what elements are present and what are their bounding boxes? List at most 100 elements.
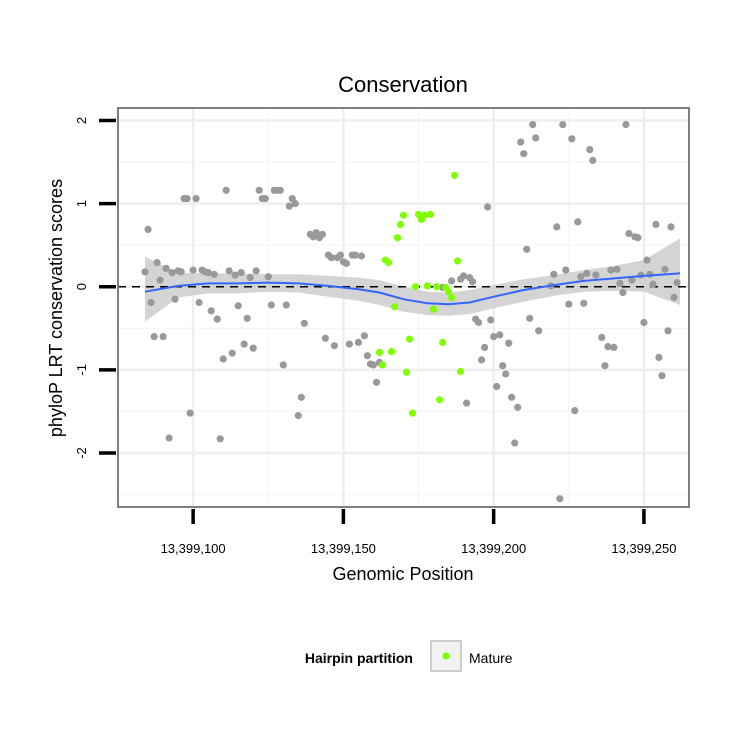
x-axis-title: Genomic Position xyxy=(332,564,473,584)
other-point xyxy=(216,435,224,443)
other-point xyxy=(354,338,362,346)
mature-point xyxy=(433,283,441,291)
other-point xyxy=(141,268,149,276)
y-tick-label: 2 xyxy=(74,117,89,124)
other-point xyxy=(583,269,591,277)
other-point xyxy=(285,202,293,210)
other-point xyxy=(159,333,167,341)
other-point xyxy=(372,378,381,386)
other-point xyxy=(219,355,227,363)
other-point xyxy=(640,318,648,327)
other-point xyxy=(484,203,492,211)
other-point xyxy=(297,393,305,401)
mature-point xyxy=(411,283,420,291)
other-point xyxy=(649,280,657,288)
other-point xyxy=(661,265,669,273)
other-point xyxy=(189,266,197,274)
other-point xyxy=(294,412,302,420)
other-point xyxy=(231,271,239,279)
mature-point xyxy=(399,211,408,219)
y-tick-label: -2 xyxy=(74,447,89,459)
legend-key-mature xyxy=(442,652,450,660)
other-point xyxy=(150,333,158,341)
other-point xyxy=(246,274,254,282)
other-point xyxy=(616,279,624,287)
other-point xyxy=(520,150,528,158)
other-point xyxy=(360,332,368,340)
mature-point xyxy=(375,348,384,356)
other-point xyxy=(222,186,230,194)
x-tick-label: 13,399,250 xyxy=(611,541,676,556)
other-point xyxy=(162,264,170,272)
mature-point xyxy=(384,259,393,267)
y-axis: -2 -1 0 1 2 xyxy=(74,117,116,459)
other-point xyxy=(535,327,543,335)
y-tick-label: 0 xyxy=(74,283,89,290)
other-point xyxy=(487,316,495,324)
other-point xyxy=(514,403,522,411)
other-point xyxy=(291,200,299,208)
other-point xyxy=(562,266,570,274)
mature-point xyxy=(454,257,462,265)
mature-point xyxy=(426,210,435,218)
other-point xyxy=(171,295,179,303)
other-point xyxy=(276,186,284,194)
legend-title: Hairpin partition xyxy=(305,650,413,666)
other-point xyxy=(496,331,504,339)
other-point xyxy=(475,318,483,327)
other-point xyxy=(565,300,573,308)
other-point xyxy=(156,276,164,284)
mature-point xyxy=(390,303,399,311)
other-point xyxy=(574,218,582,226)
x-tick-label: 13,399,150 xyxy=(311,541,376,556)
other-point xyxy=(532,134,540,142)
other-point xyxy=(490,333,498,341)
other-point xyxy=(592,271,600,279)
mature-point xyxy=(378,361,387,369)
other-point xyxy=(586,146,594,154)
other-point xyxy=(673,279,681,287)
other-point xyxy=(237,269,245,277)
other-point xyxy=(177,268,185,276)
other-point xyxy=(469,278,477,286)
other-point xyxy=(523,245,531,253)
other-point xyxy=(264,273,272,281)
data-points xyxy=(141,121,681,503)
other-point xyxy=(165,434,173,442)
mature-point xyxy=(445,288,453,296)
other-point xyxy=(505,339,513,347)
other-point xyxy=(243,314,251,322)
other-point xyxy=(321,334,329,342)
other-point xyxy=(351,251,359,259)
mature-point xyxy=(420,211,429,219)
mature-point xyxy=(448,293,456,302)
other-point xyxy=(186,409,194,417)
other-point xyxy=(481,343,489,351)
other-point xyxy=(225,267,233,275)
other-point xyxy=(195,298,203,307)
smooth-trend-line xyxy=(144,272,681,306)
other-point xyxy=(628,276,636,284)
other-point xyxy=(240,340,248,348)
other-point xyxy=(493,382,501,391)
legend-label-mature: Mature xyxy=(469,650,513,666)
other-point xyxy=(153,259,161,267)
other-point xyxy=(556,495,564,503)
other-point xyxy=(643,256,651,264)
other-point xyxy=(511,439,519,447)
mature-point xyxy=(439,338,447,346)
other-point xyxy=(622,121,630,129)
other-point xyxy=(613,265,621,273)
other-point xyxy=(568,135,576,143)
mature-point xyxy=(402,368,411,376)
other-point xyxy=(357,252,365,260)
other-point xyxy=(300,319,308,327)
other-point xyxy=(652,220,660,228)
mature-point xyxy=(436,396,444,404)
other-point xyxy=(517,138,525,146)
mature-point xyxy=(451,171,459,179)
other-point xyxy=(670,293,678,302)
mature-point xyxy=(457,367,465,376)
x-axis: 13,399,100 13,399,150 13,399,200 13,399,250 xyxy=(161,509,676,556)
other-point xyxy=(168,269,176,277)
